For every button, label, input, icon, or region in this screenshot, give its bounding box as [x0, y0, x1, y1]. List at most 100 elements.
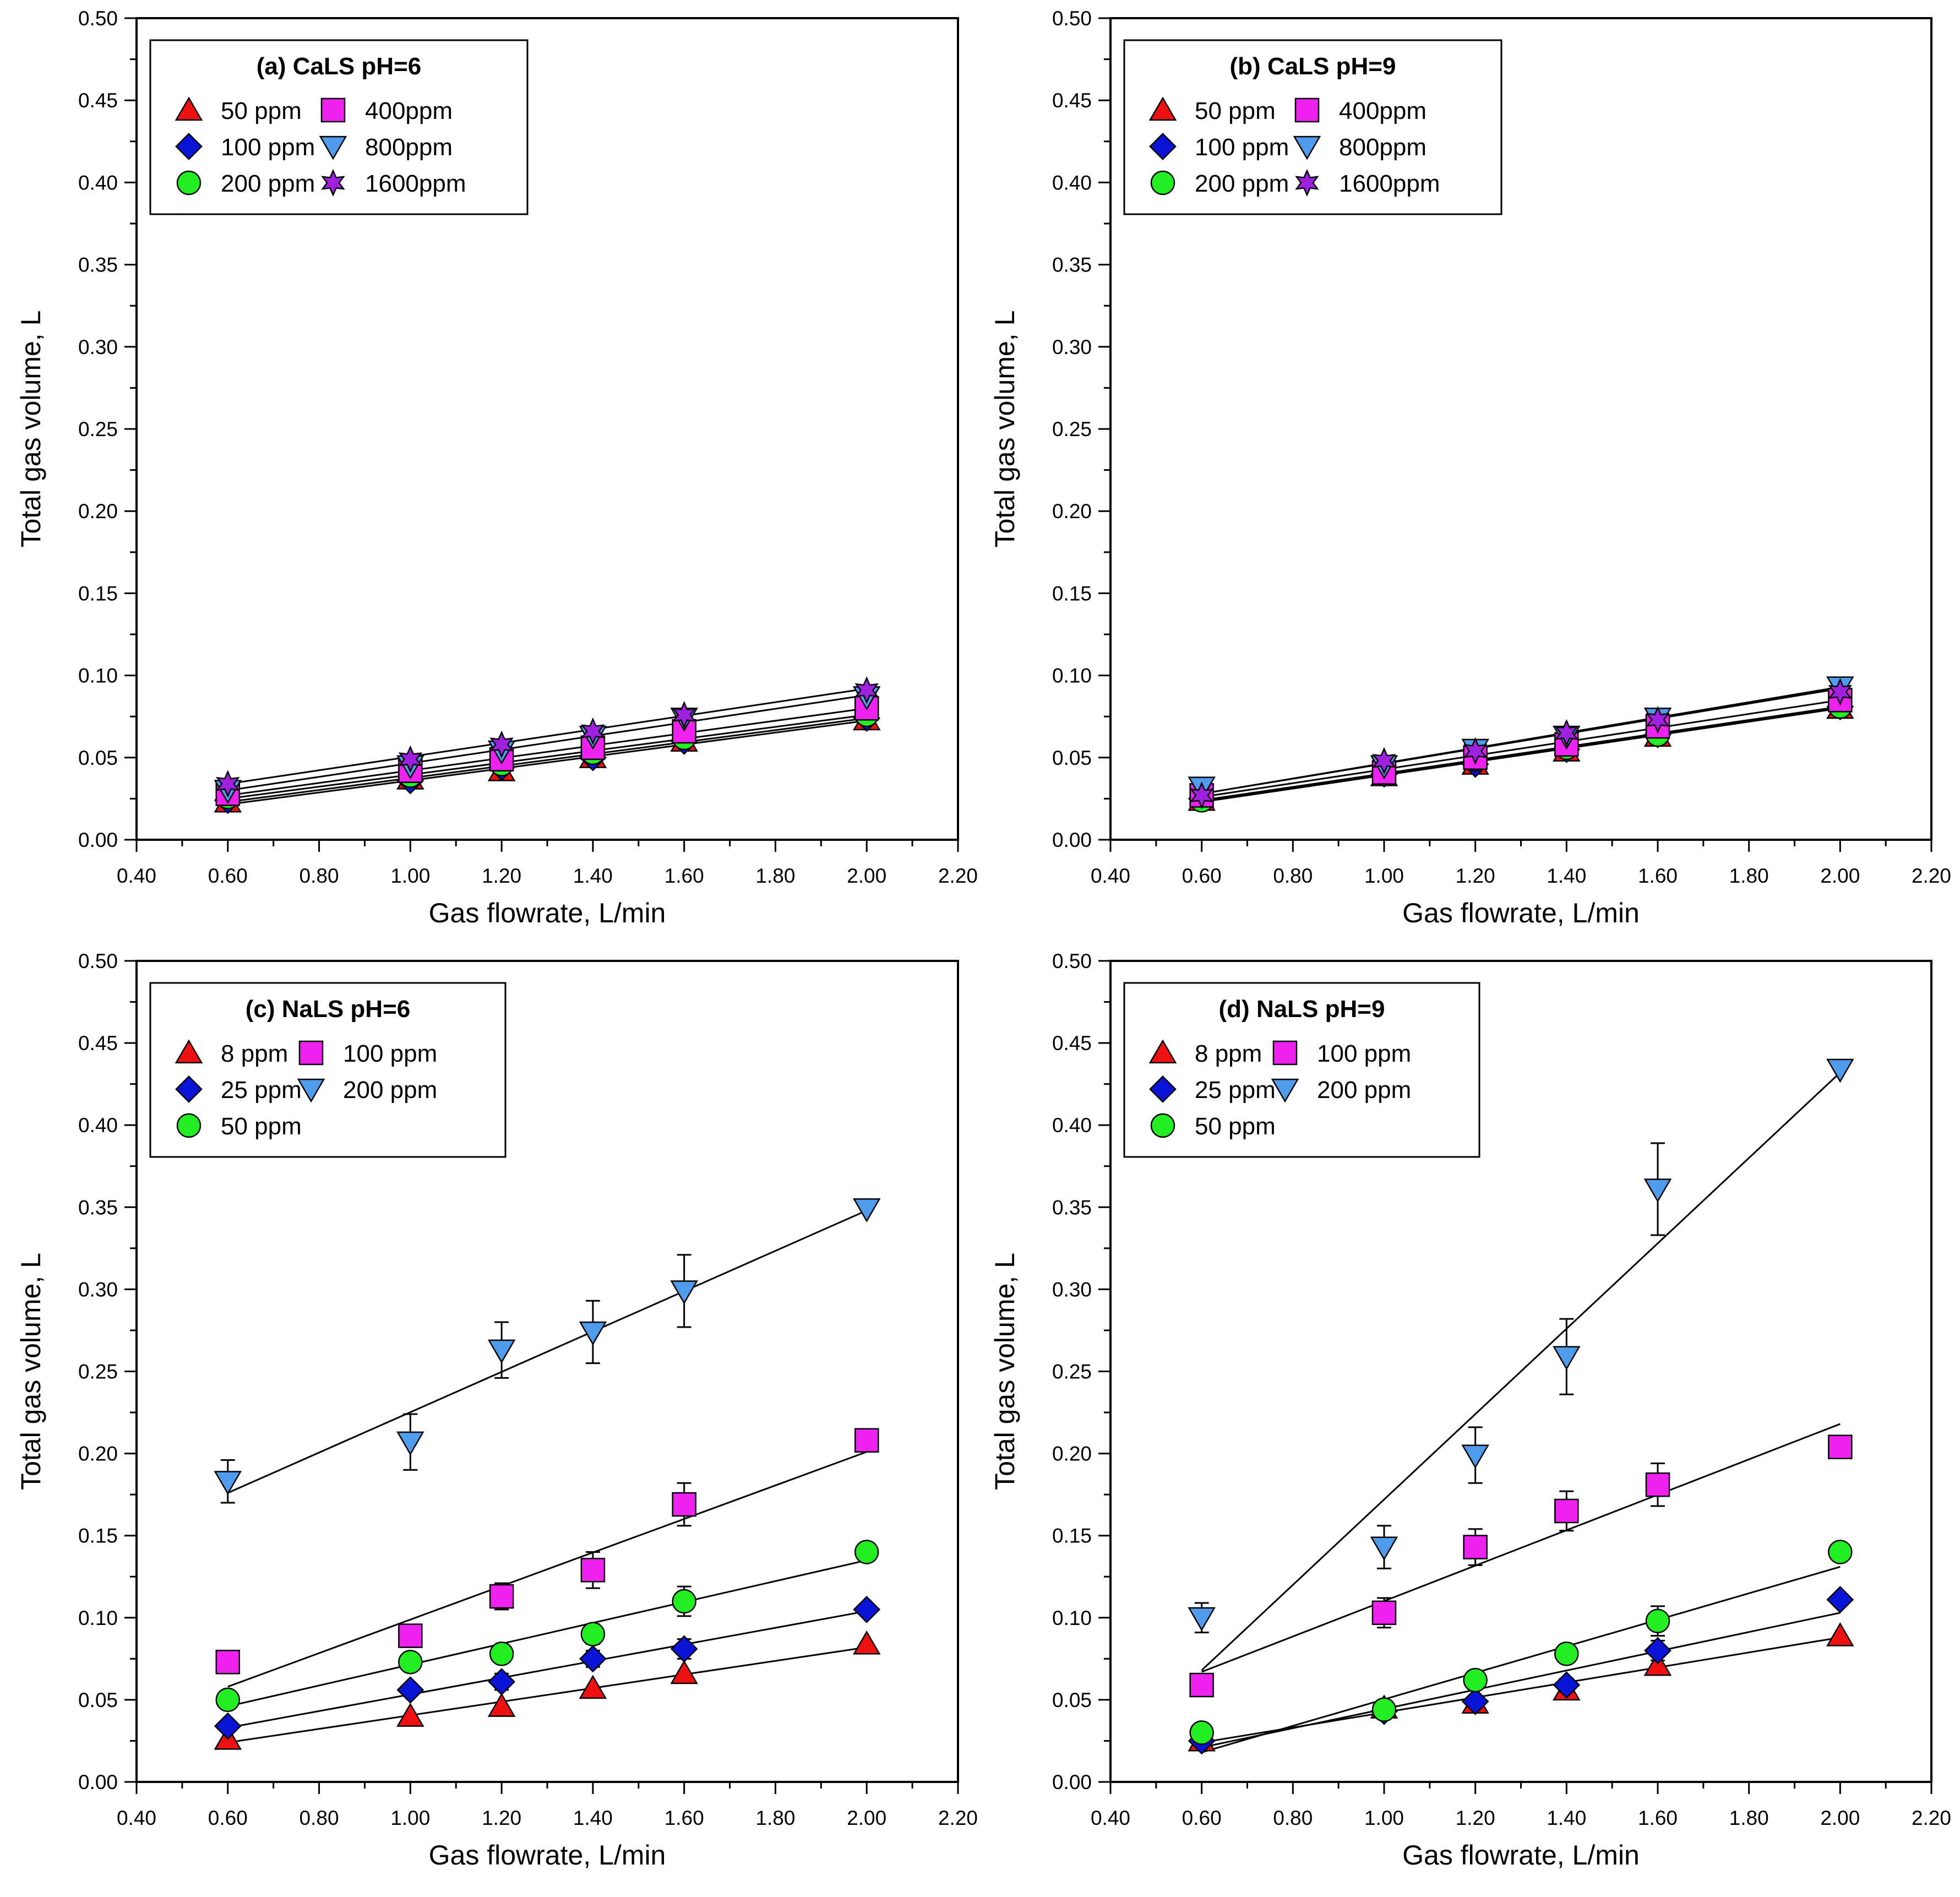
y-tick-label: 0.10: [78, 665, 118, 687]
fit-line-5: [227, 694, 867, 791]
series-3: [1189, 1540, 1853, 1745]
data-point: [1463, 1667, 1488, 1693]
y-tick-label: 0.30: [78, 1278, 118, 1301]
y-axis-title: Total gas volume, L: [15, 311, 46, 548]
y-tick-label: 0.05: [78, 747, 118, 769]
fit-line-3: [227, 1559, 867, 1708]
y-tick-label: 0.15: [1052, 1525, 1092, 1547]
data-point: [1370, 1536, 1398, 1561]
data-point: [852, 1630, 881, 1655]
legend: (b) CaLS pH=9 50 ppm 100 ppm 200 ppm 400ppm 8…: [1123, 39, 1502, 215]
y-tick-label: 0.30: [78, 336, 118, 358]
legend-label: 50 ppm: [221, 97, 302, 124]
legend-label: 200 ppm: [1195, 170, 1289, 197]
legend-title: (b) CaLS pH=9: [1230, 53, 1396, 80]
legend-item-5: 800ppm: [1293, 134, 1427, 161]
data-point: [579, 1645, 607, 1673]
legend-marker: [1150, 170, 1175, 195]
y-tick-label: 0.20: [1052, 500, 1092, 523]
y-tick-label: 0.40: [1052, 1114, 1092, 1137]
data-point: [1828, 1434, 1853, 1459]
x-tick-label: 1.40: [573, 1807, 613, 1829]
x-tick-label: 0.60: [208, 865, 248, 887]
data-point: [1189, 1720, 1214, 1745]
data-point: [1554, 1641, 1579, 1666]
data-point: [1826, 1586, 1854, 1613]
y-tick-label: 0.25: [78, 1361, 118, 1383]
legend-marker: [1148, 96, 1177, 121]
legend-marker: [175, 1039, 203, 1064]
x-tick-label: 0.40: [1091, 1807, 1130, 1829]
fit-line-4: [1201, 699, 1841, 798]
x-tick-label: 0.40: [117, 865, 156, 887]
y-tick-label: 0.25: [1052, 418, 1092, 441]
series-5: [1188, 1058, 1854, 1634]
data-point: [853, 1596, 881, 1623]
y-tick-label: 0.45: [78, 1032, 118, 1055]
data-point: [1645, 1608, 1670, 1634]
x-tick-label: 1.40: [573, 865, 613, 887]
series-4: [215, 1428, 879, 1675]
data-point: [670, 1660, 698, 1684]
data-point: [1554, 719, 1579, 747]
data-point: [854, 1428, 879, 1453]
fit-line-4: [227, 1451, 867, 1688]
data-point: [1643, 1178, 1672, 1203]
data-point: [396, 1431, 424, 1456]
x-tick-label: 2.00: [1820, 865, 1860, 887]
fit-line-1: [1201, 707, 1841, 803]
fit-line-3: [1201, 705, 1841, 801]
data-point: [1189, 1672, 1214, 1698]
legend-label: 50 ppm: [1195, 97, 1276, 124]
legend-label: 200 ppm: [1317, 1077, 1411, 1104]
legend-label: 400ppm: [365, 97, 453, 124]
legend-marker: [1271, 1078, 1299, 1103]
x-tick-label: 2.00: [847, 1807, 886, 1829]
legend-item-3: 200 ppm: [1150, 170, 1289, 197]
data-point: [489, 730, 514, 759]
series-6: [215, 676, 879, 798]
fit-line-2: [227, 1610, 867, 1729]
legend-item-4: 100 ppm: [298, 1040, 437, 1067]
y-tick-label: 0.50: [78, 7, 118, 30]
x-tick-label: 2.00: [847, 865, 886, 887]
data-point: [1553, 1671, 1581, 1699]
legend-item-1: 50 ppm: [1148, 96, 1276, 124]
y-tick-label: 0.45: [1052, 89, 1092, 112]
legend-item-6: 1600ppm: [1295, 168, 1440, 197]
panel-1: 0.40 0.60 0.80 1.00 1.20 1.40 1.60 1.80 2.00 2.20…: [15, 7, 978, 928]
data-point: [396, 1703, 424, 1727]
data-point: [854, 1540, 879, 1564]
y-tick-label: 0.00: [78, 829, 118, 851]
legend-marker: [175, 133, 203, 160]
legend-item-4: 400ppm: [1294, 97, 1427, 124]
fit-line-3: [227, 714, 867, 800]
data-point: [672, 1589, 696, 1614]
y-tick-label: 0.05: [78, 1689, 118, 1711]
x-tick-label: 1.20: [482, 865, 521, 887]
y-axis-title: Total gas volume, L: [989, 311, 1020, 548]
legend-marker: [175, 96, 203, 121]
y-tick-label: 0.20: [78, 1443, 118, 1465]
legend-title: (d) NaLS pH=9: [1219, 996, 1385, 1023]
legend-label: 100 ppm: [1317, 1040, 1411, 1067]
legend-item-2: 25 ppm: [175, 1075, 302, 1104]
data-point: [670, 1280, 698, 1304]
legend: (c) NaLS pH=6 8 ppm 25 ppm 50 ppm 100 ppm 200…: [149, 982, 507, 1158]
fit-line-5: [1201, 1072, 1841, 1671]
series-1: [214, 1630, 881, 1750]
y-tick-label: 0.40: [78, 1114, 118, 1137]
data-point: [580, 1558, 606, 1583]
legend-marker: [1295, 168, 1319, 197]
data-point: [1826, 1058, 1854, 1083]
x-tick-label: 1.60: [1638, 865, 1678, 887]
legend-label: 100 ppm: [343, 1040, 437, 1067]
y-tick-label: 0.40: [1052, 171, 1092, 194]
x-tick-label: 1.80: [755, 1807, 795, 1829]
legend-label: 25 ppm: [221, 1077, 302, 1104]
x-tick-label: 1.80: [1729, 1807, 1769, 1829]
fit-line-6: [227, 687, 867, 785]
legend-item-1: 50 ppm: [175, 96, 302, 124]
y-tick-label: 0.10: [1052, 665, 1092, 687]
